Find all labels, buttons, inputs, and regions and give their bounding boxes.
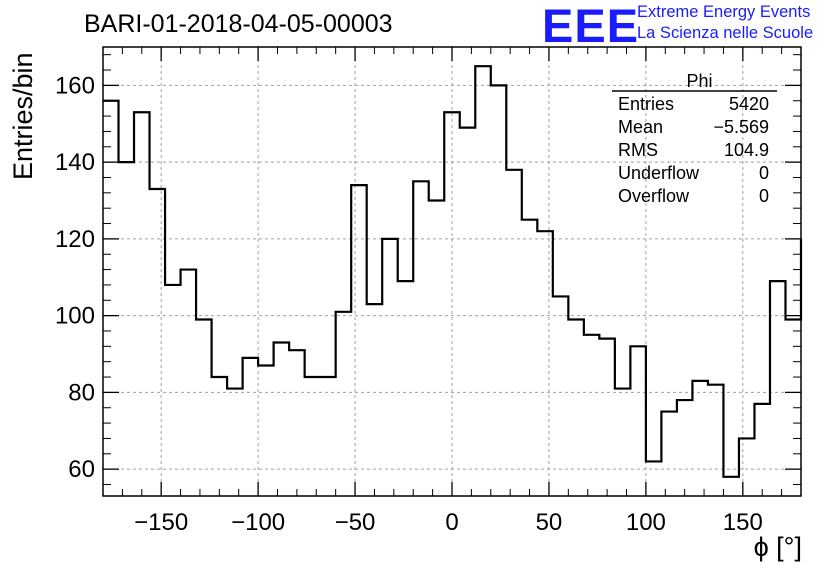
histogram-step-line [103,65,803,478]
stats-row-label: Mean [618,117,663,137]
y-tick-label: 80 [68,379,95,406]
y-tick-label: 120 [55,226,95,253]
stats-row-label: Underflow [618,163,700,183]
eee-logo: EEE [542,0,640,52]
stats-row-label: RMS [618,140,658,160]
grid-lines [103,47,801,496]
stats-row-value: 0 [759,186,769,206]
x-tick-label: 100 [626,509,666,536]
y-axis-label: Entries/bin [8,52,38,180]
x-tick-label: −50 [335,509,376,536]
stats-box-name: Phi [686,71,712,91]
stats-row-label: Overflow [618,186,690,206]
x-tick-label: 50 [536,509,563,536]
x-tick-label: 150 [723,509,763,536]
x-tick-label: −150 [134,509,188,536]
y-tick-label: 100 [55,303,95,330]
y-tick-labels: 60 80 100 120 140 160 [55,72,95,483]
stats-row-label: Entries [618,94,674,114]
chart-title: BARI-01-2018-04-05-00003 [84,10,393,38]
stats-row-value: 5420 [729,94,769,114]
y-tick-label: 60 [68,456,95,483]
stats-row-value: 0 [759,163,769,183]
axis-ticks [102,47,802,496]
logo-subtitle-line1: Extreme Energy Events [637,3,811,21]
stats-row-value: 104.9 [724,140,769,160]
x-tick-labels: −150 −100 −50 0 50 100 150 [134,509,763,536]
logo-subtitle-line2: La Scienza nelle Scuole [637,24,814,42]
x-axis-label: ϕ [°] [753,532,802,562]
y-tick-label: 160 [55,72,95,99]
x-tick-label: −100 [231,509,285,536]
stats-box: Phi Entries 5420 Mean −5.569 RMS 104.9 Underflo… [612,71,777,206]
stats-row-value: −5.569 [713,117,769,137]
x-tick-label: 0 [445,509,458,536]
y-tick-label: 140 [55,149,95,176]
